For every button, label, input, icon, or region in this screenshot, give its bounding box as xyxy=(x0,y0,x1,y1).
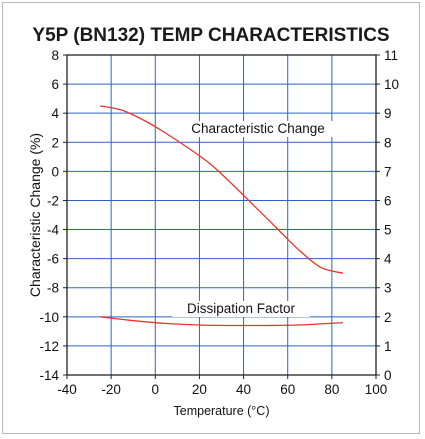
characteristic-change-line xyxy=(99,105,344,274)
y-tick-label: -10 xyxy=(39,310,59,325)
y2-tick-label: 10 xyxy=(384,77,399,92)
plot-area xyxy=(66,54,377,376)
chart-frame xyxy=(2,2,420,434)
x-tick-label: -20 xyxy=(101,382,121,397)
x-tick-label: 0 xyxy=(152,382,160,397)
y-tick-label: -8 xyxy=(47,281,59,296)
x-tick-label: 80 xyxy=(324,382,339,397)
x-axis-label: Temperature (°C) xyxy=(174,404,270,418)
x-tick-label: 40 xyxy=(236,382,251,397)
annotation-backing xyxy=(178,121,338,137)
tick-labels: -40 -20 0 20 40 60 80 10086420-2-4-6-8-10-12-14… xyxy=(39,48,399,397)
y2-tick-label: 11 xyxy=(384,48,398,63)
y-tick-label: 6 xyxy=(51,77,59,92)
y2-tick-label: 0 xyxy=(384,368,392,383)
y-tick-label: -4 xyxy=(47,223,59,238)
y-tick-label: 8 xyxy=(51,48,59,63)
annotations: Characteristic Change Dissipation Factor xyxy=(172,121,338,317)
y2-tick-label: 1 xyxy=(384,339,392,354)
x-tick-label: 60 xyxy=(280,382,295,397)
chart-title: Y5P (BN132) TEMP CHARACTERISTICS xyxy=(32,25,389,46)
y2-tick-label: 6 xyxy=(384,193,392,208)
y-tick-label: 4 xyxy=(51,106,59,121)
y2-tick-label: 3 xyxy=(384,281,392,296)
y2-tick-label: 7 xyxy=(384,164,392,179)
y-tick-label: -14 xyxy=(39,368,59,383)
y2-tick-label: 4 xyxy=(384,252,392,267)
y-tick-label: -2 xyxy=(47,193,59,208)
annotation-label: Dissipation Factor xyxy=(187,301,296,316)
grid xyxy=(63,54,380,379)
dissipation-factor-line xyxy=(100,316,343,327)
annotation-backing xyxy=(172,301,310,317)
y-axis-label: Characteristic Change (%) xyxy=(27,133,43,297)
y2-tick-label: 8 xyxy=(384,135,392,150)
x-tick-label: 100 xyxy=(365,382,388,397)
series-layer xyxy=(99,105,344,327)
x-tick-label: -40 xyxy=(57,382,77,397)
x-tick-label: 20 xyxy=(192,382,207,397)
y-tick-label: -12 xyxy=(39,339,59,354)
y2-tick-label: 9 xyxy=(384,106,392,121)
y-tick-label: -6 xyxy=(47,252,59,267)
y-tick-label: 0 xyxy=(51,164,59,179)
y2-tick-label: 2 xyxy=(384,310,392,325)
y-tick-label: 2 xyxy=(51,135,59,150)
annotation-label: Characteristic Change xyxy=(191,121,325,136)
y2-tick-label: 5 xyxy=(384,223,392,238)
